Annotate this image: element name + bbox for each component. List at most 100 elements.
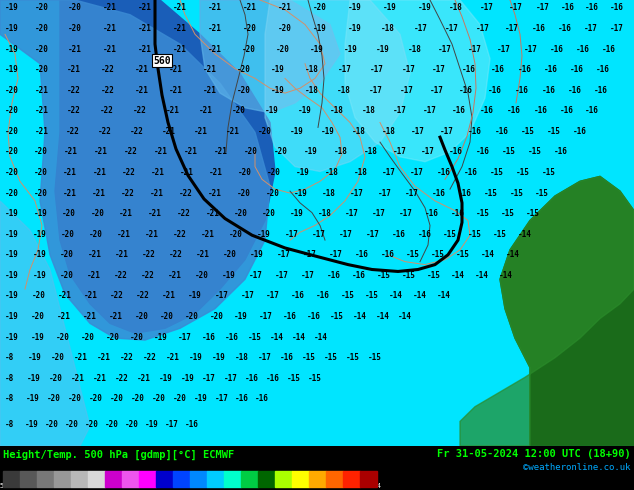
Text: -21: -21 — [93, 374, 107, 383]
Text: -20: -20 — [242, 45, 256, 53]
Text: -17: -17 — [277, 250, 291, 259]
Text: -21: -21 — [148, 209, 162, 218]
Text: -16: -16 — [491, 65, 505, 74]
Text: -15: -15 — [547, 127, 561, 136]
Text: -16: -16 — [594, 86, 608, 95]
Text: -16: -16 — [573, 127, 587, 136]
Text: -18: -18 — [305, 86, 319, 95]
Text: -54: -54 — [0, 483, 9, 489]
Text: -21: -21 — [243, 3, 257, 12]
Text: -19: -19 — [348, 24, 362, 33]
Text: -16: -16 — [561, 3, 575, 12]
Polygon shape — [0, 0, 270, 340]
Text: -16: -16 — [542, 86, 556, 95]
Text: ©weatheronline.co.uk: ©weatheronline.co.uk — [523, 464, 631, 472]
Text: 18: 18 — [249, 483, 257, 489]
Text: 12: 12 — [228, 483, 236, 489]
Text: -15: -15 — [302, 353, 316, 362]
Text: -19: -19 — [298, 106, 312, 115]
Text: -21: -21 — [92, 189, 106, 197]
Text: -15: -15 — [526, 209, 540, 218]
Bar — [37, 470, 54, 488]
Text: -21: -21 — [71, 374, 85, 383]
Text: -15: -15 — [346, 353, 360, 362]
Bar — [258, 470, 275, 488]
Text: -20: -20 — [56, 333, 70, 342]
Text: -19: -19 — [271, 65, 285, 74]
Text: -19: -19 — [222, 271, 236, 280]
Text: -21: -21 — [173, 3, 187, 12]
Text: -19: -19 — [313, 24, 327, 33]
Text: -21: -21 — [203, 65, 217, 74]
Text: -16: -16 — [451, 209, 465, 218]
Text: -22: -22 — [130, 127, 144, 136]
Bar — [207, 470, 224, 488]
Text: -16: -16 — [316, 292, 330, 300]
Text: -20: -20 — [31, 312, 45, 321]
Text: -20: -20 — [91, 209, 105, 218]
Text: -16: -16 — [392, 230, 406, 239]
Text: -19: -19 — [34, 209, 48, 218]
Text: -21: -21 — [208, 24, 222, 33]
Text: -19: -19 — [296, 168, 310, 177]
Text: -17: -17 — [301, 271, 315, 280]
Text: -22: -22 — [110, 292, 124, 300]
Text: -20: -20 — [110, 394, 124, 403]
Text: -15: -15 — [528, 147, 542, 156]
Text: -21: -21 — [63, 189, 77, 197]
Text: -8: -8 — [5, 353, 14, 362]
Text: -18: -18 — [325, 168, 339, 177]
Text: -20: -20 — [185, 312, 199, 321]
Text: -15: -15 — [501, 209, 515, 218]
Text: -16: -16 — [515, 86, 529, 95]
Text: -21: -21 — [58, 292, 72, 300]
Bar — [122, 470, 139, 488]
Text: -16: -16 — [558, 24, 572, 33]
Text: -17: -17 — [476, 24, 490, 33]
Text: -20: -20 — [244, 147, 258, 156]
Text: -22: -22 — [143, 353, 157, 362]
Text: -21: -21 — [138, 45, 152, 53]
Text: -19: -19 — [304, 147, 318, 156]
Text: Fr 31-05-2024 12:00 UTC (18+90): Fr 31-05-2024 12:00 UTC (18+90) — [437, 449, 631, 460]
Text: -21: -21 — [57, 312, 71, 321]
Text: -21: -21 — [154, 147, 168, 156]
Text: -15: -15 — [406, 250, 420, 259]
Text: -16: -16 — [568, 86, 582, 95]
Text: -19: -19 — [257, 230, 271, 239]
Text: -22: -22 — [101, 86, 115, 95]
Text: -18: -18 — [364, 147, 378, 156]
Text: -21: -21 — [151, 168, 165, 177]
Text: -16: -16 — [307, 312, 321, 321]
Text: -21: -21 — [83, 312, 97, 321]
Text: -17: -17 — [411, 127, 425, 136]
Text: -16: -16 — [560, 106, 574, 115]
Text: -21: -21 — [150, 189, 164, 197]
Text: -22: -22 — [124, 147, 138, 156]
Text: -19: -19 — [27, 374, 41, 383]
Bar — [224, 470, 241, 488]
Text: -16: -16 — [432, 189, 446, 197]
Text: -17: -17 — [405, 189, 419, 197]
Text: -20: -20 — [223, 250, 237, 259]
Text: -19: -19 — [294, 189, 308, 197]
Text: -15: -15 — [484, 189, 498, 197]
Text: -21: -21 — [226, 127, 240, 136]
Text: -19: -19 — [348, 3, 362, 12]
Text: -21: -21 — [63, 168, 77, 177]
Text: -16: -16 — [602, 45, 616, 53]
Text: -19: -19 — [159, 374, 173, 383]
Text: -17: -17 — [215, 292, 229, 300]
Text: -17: -17 — [393, 147, 407, 156]
Text: -30: -30 — [81, 483, 93, 489]
Text: -20: -20 — [5, 189, 19, 197]
Text: -22: -22 — [133, 106, 147, 115]
Text: -14: -14 — [389, 292, 403, 300]
Text: -20: -20 — [238, 168, 252, 177]
Bar — [3, 470, 20, 488]
Text: -21: -21 — [35, 127, 49, 136]
Text: -15: -15 — [468, 230, 482, 239]
Text: -16: -16 — [554, 147, 568, 156]
Text: -19: -19 — [33, 271, 47, 280]
Text: -17: -17 — [303, 250, 317, 259]
